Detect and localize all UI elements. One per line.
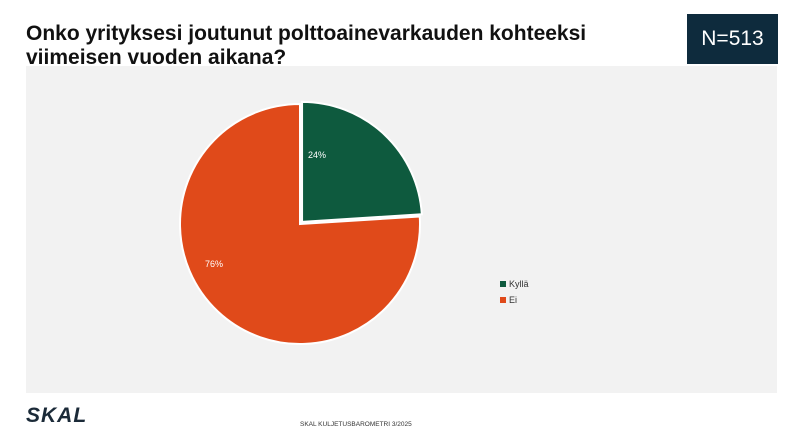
chart-area: 24% 76% Kyllä Ei	[26, 66, 777, 393]
chart-legend: Kyllä Ei	[500, 276, 529, 308]
legend-label-kylla: Kyllä	[509, 279, 529, 289]
legend-item-ei: Ei	[500, 292, 529, 308]
pie-chart: 24% 76%	[179, 100, 423, 345]
legend-swatch-ei	[500, 297, 506, 303]
chart-title: Onko yrityksesi joutunut polttoainevarka…	[26, 22, 587, 69]
footer-source: SKAL KULJETUSBAROMETRI 3/2025	[300, 421, 412, 428]
legend-label-ei: Ei	[509, 295, 518, 305]
legend-swatch-kylla	[500, 281, 506, 287]
pie-label-ei: 76%	[205, 259, 223, 269]
pie-slice-kylla	[301, 100, 423, 223]
pie-slice-ei	[179, 102, 421, 345]
legend-item-kylla: Kyllä	[500, 276, 529, 292]
pie-label-kylla: 24%	[308, 150, 326, 160]
skal-logo: SKAL	[26, 404, 88, 427]
sample-size-badge: N=513	[687, 14, 778, 64]
